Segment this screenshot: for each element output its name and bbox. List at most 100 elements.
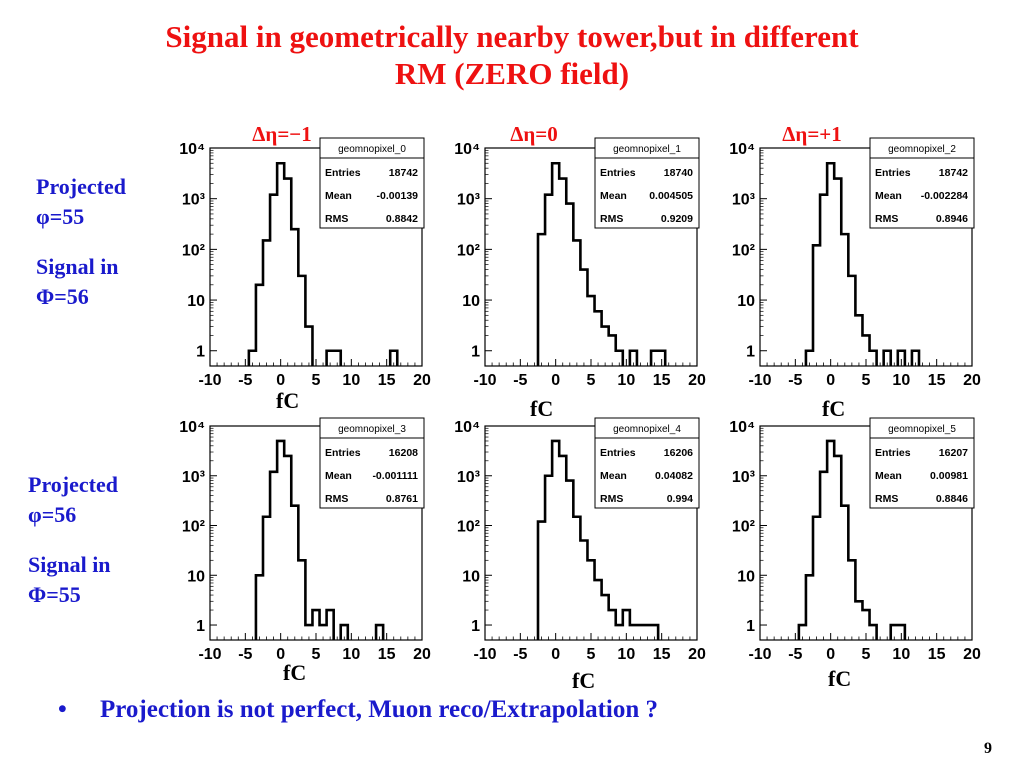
y-tick-label: 10³ — [182, 469, 205, 486]
stats-label: Entries — [600, 167, 636, 179]
stats-value: 0.04082 — [655, 470, 693, 482]
y-tick-label: 1 — [471, 344, 480, 361]
x-tick-label: -10 — [473, 372, 496, 389]
stats-label: RMS — [600, 213, 623, 225]
stats-value: 0.8946 — [936, 213, 968, 225]
stats-label: Mean — [600, 190, 627, 202]
stats-name: geomnopixel_3 — [338, 424, 406, 435]
unit-label-fc-0: fC — [276, 388, 300, 413]
row1-signal-text: Signal in — [36, 254, 119, 279]
histogram-geomnopixel-5: -10 -5 0 5 10 15 20 1 10 10² 10³ 10⁴ geomnopixel_5 En… — [729, 417, 981, 663]
stats-box — [594, 417, 700, 509]
x-tick-label: -10 — [748, 646, 771, 663]
x-tick-label: 10 — [617, 646, 635, 663]
stats-box — [319, 417, 425, 509]
x-tick-label: 20 — [413, 372, 431, 389]
stats-label: Mean — [875, 470, 902, 482]
stats-label: Entries — [875, 447, 911, 459]
x-tick-label: 0 — [551, 646, 560, 663]
histogram-bars — [247, 161, 399, 366]
x-tick-label: -5 — [238, 646, 252, 663]
stats-value: 16208 — [389, 447, 418, 459]
x-tick-label: 10 — [617, 372, 635, 389]
stats-label: Mean — [325, 190, 352, 202]
conclusion-note: Projection is not perfect, Muon reco/Ext… — [100, 696, 659, 723]
y-tick-label: 10³ — [732, 469, 755, 486]
stats-label: Entries — [325, 167, 361, 179]
column-header-deta-plus1: Δη=+1 — [782, 122, 842, 146]
stats-name: geomnopixel_5 — [888, 424, 956, 435]
stats-value: -0.00139 — [377, 190, 419, 202]
stats-name: geomnopixel_2 — [888, 144, 956, 155]
x-tick-label: 10 — [892, 646, 910, 663]
x-tick-label: 10 — [892, 372, 910, 389]
y-tick-label: 10 — [462, 293, 480, 310]
stats-value: 0.00981 — [930, 470, 968, 482]
x-tick-label: -10 — [198, 646, 221, 663]
x-tick-label: 15 — [928, 372, 946, 389]
y-tick-label: 10⁴ — [179, 419, 205, 436]
stats-name: geomnopixel_4 — [613, 424, 681, 435]
x-tick-label: 5 — [587, 646, 596, 663]
y-tick-label: 1 — [196, 344, 205, 361]
y-tick-label: 10⁴ — [454, 419, 480, 436]
stats-value: 0.9209 — [661, 213, 693, 225]
histogram-geomnopixel-0: -10 -5 0 5 10 15 20 1 10 10² 10³ 10⁴ geomnopixel_0 En… — [179, 137, 431, 389]
stats-name: geomnopixel_1 — [613, 144, 681, 155]
histogram-bars — [254, 439, 385, 640]
x-tick-label: 20 — [963, 372, 981, 389]
row-label-2: Projected φ=56 Signal in Φ=55 — [28, 470, 118, 610]
page-number: 9 — [984, 740, 992, 757]
x-tick-label: 15 — [378, 372, 396, 389]
slide-title-line2: RM (ZERO field) — [394, 56, 630, 91]
x-tick-label: 0 — [551, 372, 560, 389]
y-tick-label: 1 — [471, 618, 480, 635]
stats-value: 16207 — [939, 447, 968, 459]
unit-label-fc-1: fC — [530, 396, 554, 421]
x-tick-label: 10 — [342, 646, 360, 663]
y-tick-label: 10⁴ — [179, 141, 205, 158]
y-tick-label: 10⁴ — [454, 141, 480, 158]
x-tick-label: 0 — [826, 372, 835, 389]
unit-label-fc-4: fC — [572, 668, 596, 693]
stats-value: 18742 — [939, 167, 968, 179]
stats-label: RMS — [875, 493, 898, 505]
x-tick-label: -10 — [748, 372, 771, 389]
y-tick-label: 10⁴ — [729, 141, 755, 158]
y-tick-label: 10³ — [457, 192, 480, 209]
bullet-icon: • — [58, 696, 67, 723]
row2-phi-text: φ=56 — [28, 502, 77, 527]
stats-label: Mean — [325, 470, 352, 482]
row-label-1: Projected φ=55 Signal in Φ=56 — [36, 172, 126, 312]
x-tick-label: 15 — [378, 646, 396, 663]
stats-label: Mean — [600, 470, 627, 482]
histogram-geomnopixel-4: -10 -5 0 5 10 15 20 1 10 10² 10³ 10⁴ geomnopixel_4 En… — [454, 417, 706, 663]
x-tick-label: -5 — [238, 372, 252, 389]
stats-label: RMS — [325, 213, 348, 225]
x-tick-label: -10 — [473, 646, 496, 663]
histogram-bars — [804, 161, 921, 366]
stats-box — [869, 417, 975, 509]
unit-label-fc-5: fC — [828, 666, 852, 691]
x-tick-label: 15 — [928, 646, 946, 663]
y-tick-label: 10 — [737, 293, 755, 310]
stats-box — [594, 137, 700, 229]
y-tick-label: 10³ — [732, 192, 755, 209]
x-tick-label: 0 — [276, 372, 285, 389]
stats-label: Entries — [600, 447, 636, 459]
slide-title: Signal in geometrically nearby tower,but… — [0, 18, 1024, 92]
x-tick-label: -10 — [198, 372, 221, 389]
y-tick-label: 1 — [746, 618, 755, 635]
x-tick-label: 15 — [653, 372, 671, 389]
x-tick-label: 0 — [276, 646, 285, 663]
histogram-geomnopixel-1: -10 -5 0 5 10 15 20 1 10 10² 10³ 10⁴ geomnopixel_1 En… — [454, 137, 706, 389]
stats-value: 0.8842 — [386, 213, 418, 225]
histogram-bars — [797, 439, 907, 640]
stats-label: Entries — [875, 167, 911, 179]
row1-Phi-text: Φ=56 — [36, 284, 89, 309]
unit-label-fc-2: fC — [822, 396, 846, 421]
stats-value: -0.001111 — [372, 470, 418, 482]
stats-value: 0.8846 — [936, 493, 968, 505]
stats-value: 18742 — [389, 167, 418, 179]
x-tick-label: 0 — [826, 646, 835, 663]
